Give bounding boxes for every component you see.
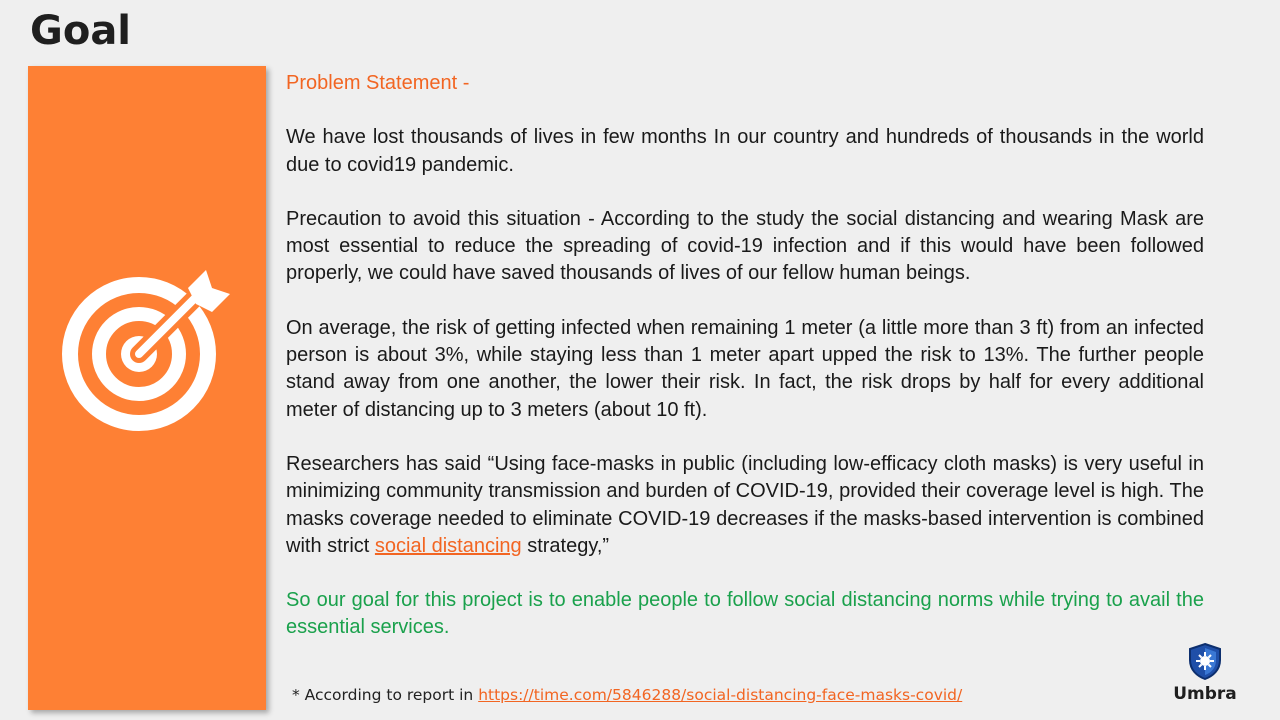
social-distancing-link[interactable]: social distancing [374,534,522,557]
paragraph-lives-lost: We have lost thousands of lives in few m… [286,126,1204,176]
paragraph-precaution: Precaution to avoid this situation - Acc… [286,207,1204,285]
footnote-prefix: * According to report in [292,686,479,704]
paragraph-researchers: Researchers has said “Using face-masks i… [286,451,1204,560]
footnote: * According to report in https://time.co… [292,686,962,704]
project-goal: So our goal for this project is to enabl… [286,589,1204,639]
logo-brand-name: Umbra [1173,684,1237,704]
umbra-logo: Umbra [1170,642,1240,704]
footnote-link[interactable]: https://time.com/5846288/social-distanci… [478,686,963,704]
slide-title: Goal [30,8,132,54]
target-arrow-icon [62,270,230,431]
main-content: Problem Statement - We have lost thousan… [286,70,1204,642]
researchers-text-end: strategy,” [521,534,610,557]
problem-statement-heading: Problem Statement - [286,72,470,94]
paragraph-risk: On average, the risk of getting infected… [286,316,1204,421]
shield-virus-icon [1189,642,1221,680]
researchers-text: Researchers has said “Using face-masks i… [286,452,1204,557]
